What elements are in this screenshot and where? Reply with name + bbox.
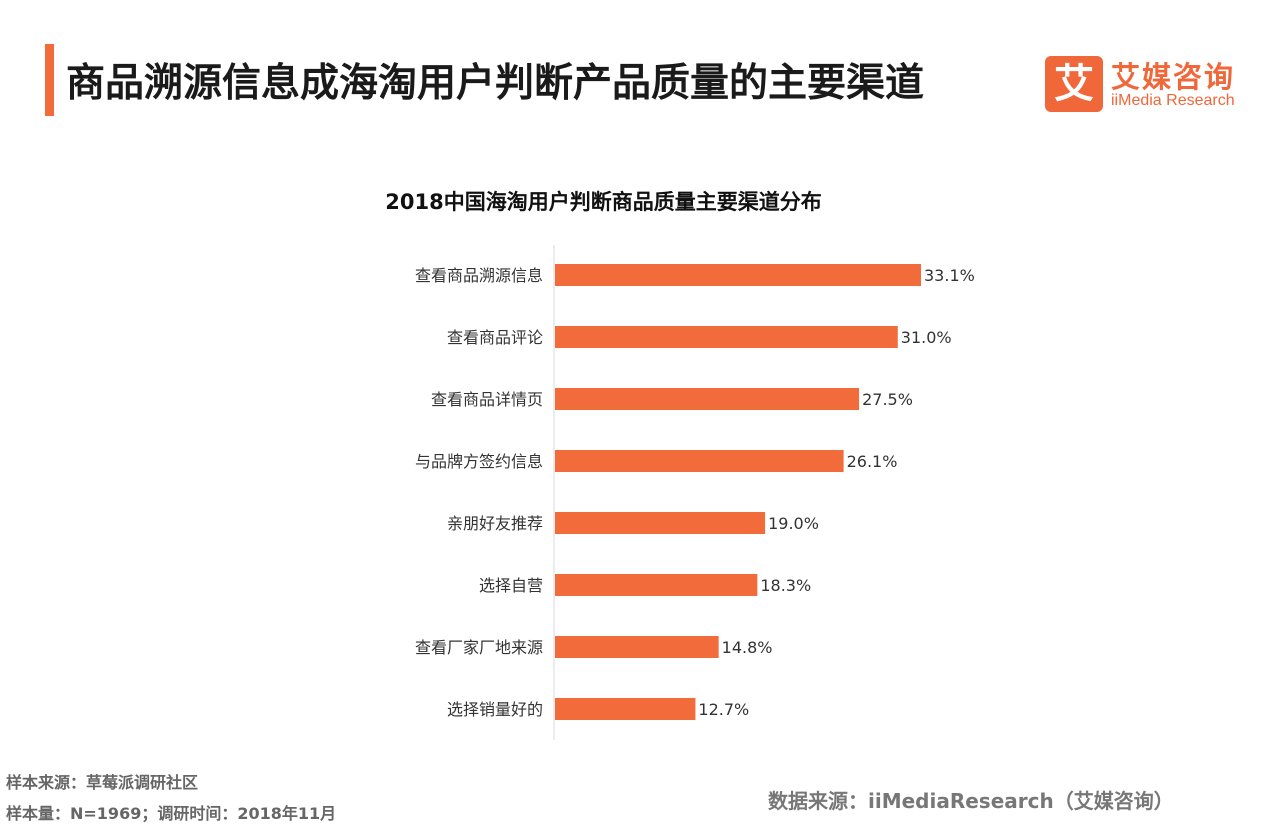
category-label: 查看厂家厂地来源: [415, 638, 543, 657]
page-title: 商品溯源信息成海淘用户判断产品质量的主要渠道: [66, 61, 925, 106]
bar: [555, 264, 921, 286]
data-label: 19.0%: [768, 514, 819, 533]
category-label: 亲朋好友推荐: [447, 514, 543, 533]
category-label: 查看商品溯源信息: [415, 266, 543, 285]
bar: [555, 388, 860, 410]
title-accent-bar: [45, 44, 54, 116]
bar: [555, 698, 696, 720]
data-label: 26.1%: [847, 452, 898, 471]
category-label: 与品牌方签约信息: [415, 452, 543, 471]
logo-text-cn: 艾媒咨询: [1111, 60, 1236, 94]
bar: [555, 450, 844, 472]
data-label: 14.8%: [722, 638, 773, 657]
bar: [555, 512, 766, 534]
bar: [555, 636, 719, 658]
logo-mark-icon: 艾: [1045, 56, 1103, 112]
logo: 艾 艾媒咨询 iiMedia Research: [1045, 52, 1255, 114]
data-label: 33.1%: [924, 266, 975, 285]
data-source: 数据来源：iiMediaResearch（艾媒咨询）: [768, 789, 1174, 813]
bar: [555, 574, 758, 596]
bar: [555, 326, 898, 348]
chart-title: 2018中国海淘用户判断商品质量主要渠道分布: [385, 190, 822, 214]
logo-text-en: iiMedia Research: [1111, 92, 1235, 109]
category-label: 选择自营: [479, 576, 543, 595]
category-label: 选择销量好的: [447, 700, 543, 719]
sample-source: 样本来源：草莓派调研社区: [6, 773, 199, 792]
data-label: 31.0%: [901, 328, 952, 347]
category-label: 查看商品评论: [447, 328, 543, 347]
data-label: 27.5%: [862, 390, 913, 409]
data-label: 18.3%: [760, 576, 811, 595]
category-label: 查看商品详情页: [431, 390, 543, 409]
sample-info: 样本量：N=1969；调研时间：2018年11月: [6, 804, 337, 823]
data-label: 12.7%: [698, 700, 749, 719]
